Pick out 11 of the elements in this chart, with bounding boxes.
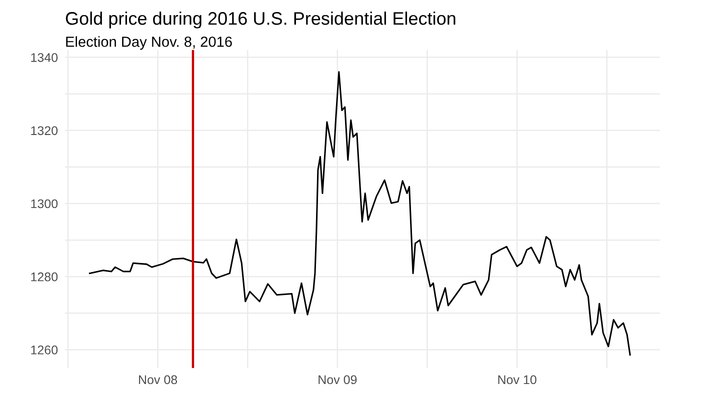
x-tick-label: Nov 10 xyxy=(498,375,536,384)
y-tick-label: 1260 xyxy=(31,346,58,354)
y-tick-label: 1340 xyxy=(31,53,58,62)
x-tick-label: Nov 08 xyxy=(139,375,178,384)
y-tick-label: 1280 xyxy=(31,272,58,282)
x-tick-label: Nov 09 xyxy=(318,375,357,384)
line-series xyxy=(88,71,631,356)
chart-title: Gold price during 2016 U.S. Presidential Election xyxy=(66,12,456,28)
y-tick-label: 1300 xyxy=(31,199,58,208)
chart-subtitle: Election Day Nov. 8, 2016 xyxy=(66,36,232,50)
y-tick-label: 1320 xyxy=(31,126,58,136)
